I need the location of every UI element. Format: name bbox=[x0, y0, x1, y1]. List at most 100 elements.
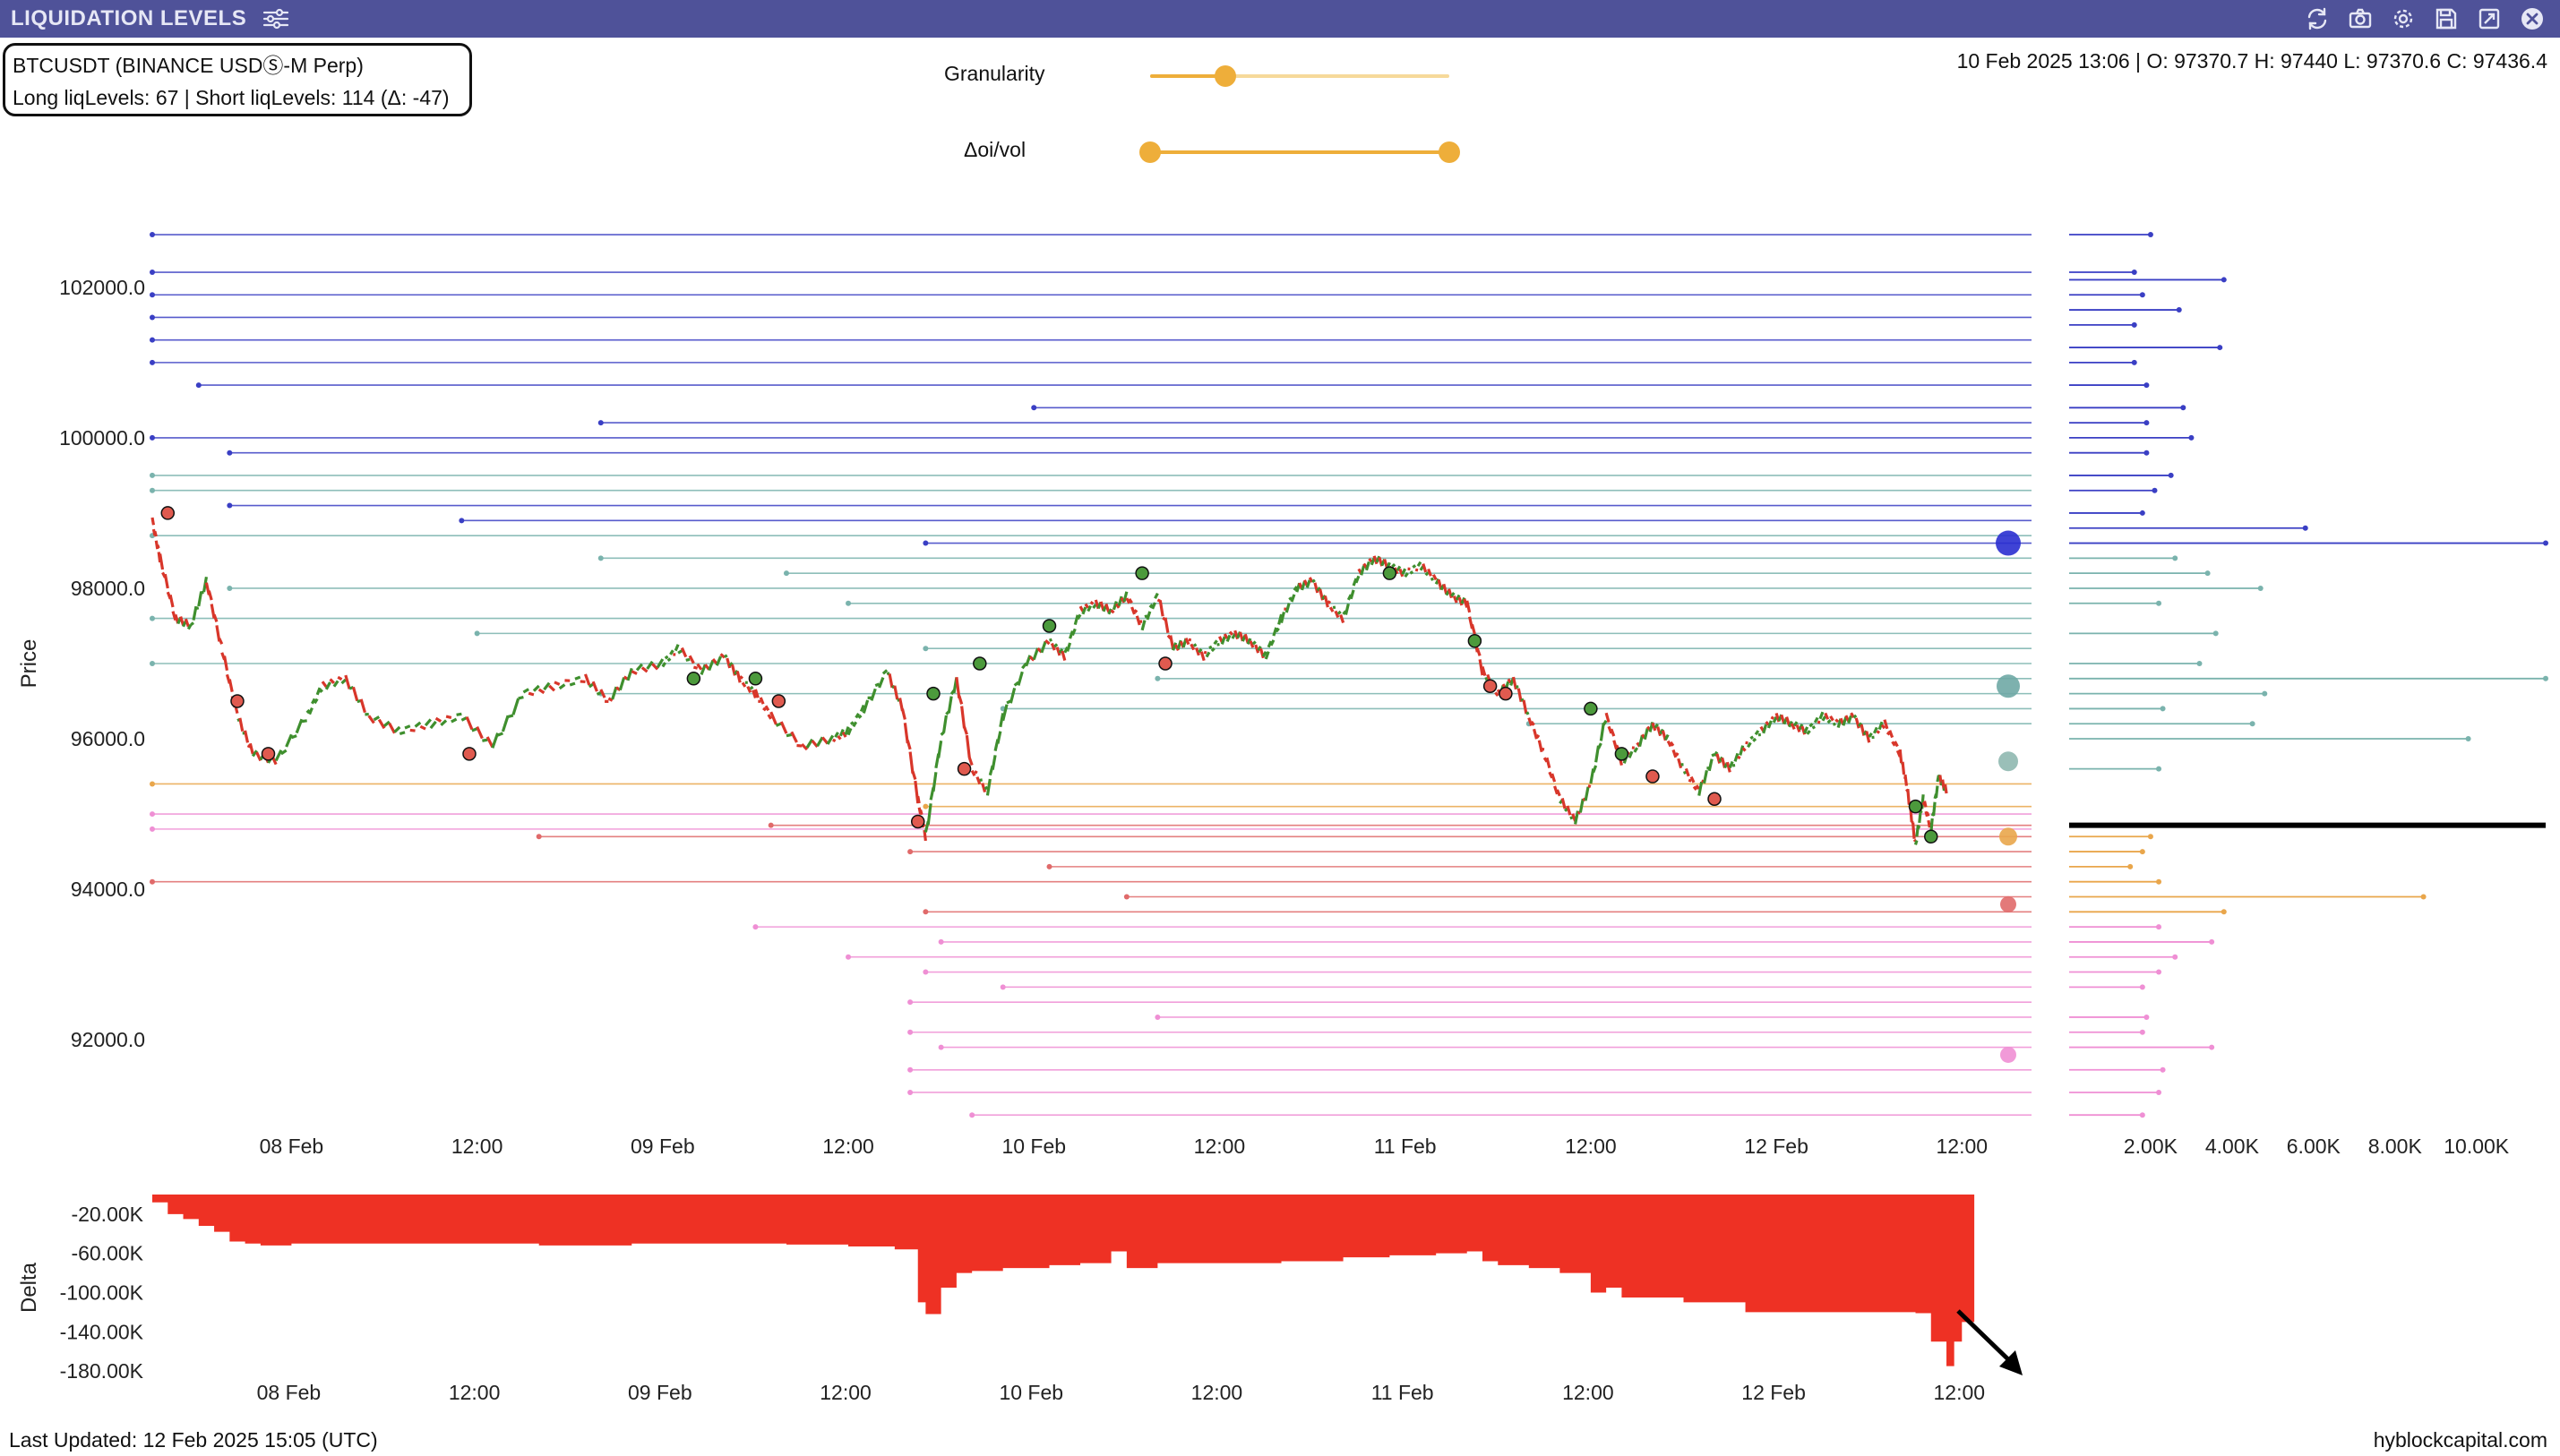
price-candle bbox=[1633, 747, 1639, 753]
price-candle bbox=[1210, 647, 1216, 653]
x-tick-label: 12:00 bbox=[822, 1135, 874, 1158]
granularity-slider-thumb[interactable] bbox=[1214, 65, 1236, 87]
profile-bar-end bbox=[2160, 1066, 2166, 1073]
price-candle bbox=[1587, 784, 1592, 789]
price-candle bbox=[767, 714, 773, 720]
granularity-slider[interactable] bbox=[1150, 63, 1449, 90]
filter-settings-icon[interactable] bbox=[262, 8, 289, 30]
price-candle bbox=[591, 681, 598, 692]
gear-icon[interactable] bbox=[2388, 4, 2418, 34]
price-candle bbox=[1205, 651, 1211, 658]
price-candle bbox=[1360, 565, 1366, 576]
oi-vol-slider-thumb-min[interactable] bbox=[1139, 141, 1161, 163]
price-candle bbox=[1818, 711, 1825, 720]
price-candle bbox=[1267, 640, 1273, 648]
price-candle bbox=[1284, 603, 1291, 613]
price-candle bbox=[1308, 577, 1314, 583]
price-candle bbox=[862, 699, 870, 714]
camera-icon[interactable] bbox=[2345, 4, 2375, 34]
liq-level-start-dot bbox=[150, 487, 155, 493]
price-candle bbox=[367, 715, 375, 724]
price-candle bbox=[153, 530, 158, 537]
y-tick-label: 92000.0 bbox=[71, 1028, 145, 1051]
x-tick-label: 09 Feb bbox=[631, 1135, 695, 1158]
profile-bar-end bbox=[2139, 849, 2145, 855]
price-candle bbox=[1076, 613, 1082, 621]
price-candle bbox=[762, 707, 767, 712]
price-candle bbox=[1481, 666, 1487, 677]
price-candle bbox=[1803, 726, 1809, 734]
price-candle bbox=[1032, 647, 1040, 660]
price-candle bbox=[1584, 786, 1590, 801]
price-candle bbox=[337, 675, 343, 681]
price-candle bbox=[1834, 718, 1840, 724]
profile-bar-end bbox=[2127, 863, 2134, 869]
price-candle bbox=[1277, 613, 1284, 625]
title-bar: LIQUIDATION LEVELS bbox=[0, 0, 2560, 38]
price-candle bbox=[1391, 562, 1396, 569]
price-candle bbox=[1412, 564, 1417, 569]
price-candle bbox=[837, 734, 842, 741]
price-candle bbox=[611, 686, 618, 700]
price-candle bbox=[1073, 614, 1079, 626]
price-candle bbox=[1800, 725, 1807, 735]
price-candle bbox=[522, 688, 529, 694]
price-candle bbox=[1128, 598, 1133, 604]
fullscreen-icon[interactable] bbox=[2474, 4, 2504, 34]
price-candle bbox=[841, 732, 847, 738]
price-candle bbox=[1452, 595, 1458, 604]
price-candle bbox=[159, 553, 165, 570]
price-candle bbox=[1192, 643, 1198, 647]
price-candle bbox=[1876, 730, 1881, 734]
price-candle bbox=[1811, 725, 1816, 730]
price-candle bbox=[1040, 640, 1047, 654]
price-candle bbox=[1507, 678, 1512, 684]
refresh-icon[interactable] bbox=[2302, 4, 2332, 34]
price-candle bbox=[1398, 568, 1405, 578]
last-updated: Last Updated: 12 Feb 2025 15:05 (UTC) bbox=[9, 1428, 378, 1452]
brand-link[interactable]: hyblockcapital.com bbox=[2373, 1428, 2547, 1452]
price-candle bbox=[451, 717, 458, 724]
short-liq-marker bbox=[1924, 829, 1938, 844]
price-candle bbox=[1352, 578, 1358, 587]
oi-vol-slider-thumb-max[interactable] bbox=[1439, 141, 1460, 163]
close-icon[interactable] bbox=[2517, 4, 2547, 34]
price-candle bbox=[1190, 643, 1196, 651]
profile-bar-end bbox=[2143, 382, 2150, 389]
delta-x-tick: 12:00 bbox=[1562, 1381, 1614, 1404]
oi-vol-range-slider[interactable] bbox=[1139, 139, 1460, 166]
price-candle bbox=[1669, 741, 1675, 747]
liq-level-start-dot bbox=[938, 1044, 944, 1050]
price-candle bbox=[1808, 723, 1814, 728]
price-candle bbox=[1817, 720, 1821, 724]
price-candle bbox=[340, 678, 347, 685]
price-candle bbox=[958, 695, 964, 705]
long-liq-marker bbox=[1482, 679, 1498, 693]
price-candle bbox=[1213, 639, 1218, 646]
level-bubble bbox=[1997, 674, 2020, 698]
price-candle bbox=[646, 660, 654, 670]
price-candle bbox=[1555, 789, 1561, 797]
price-candle bbox=[1199, 651, 1206, 662]
profile-bar-end bbox=[2180, 405, 2186, 411]
liquidation-chart[interactable]: 102000.0 100000.0 98000.0 96000.0 94000.0 920… bbox=[0, 0, 2560, 1415]
price-candle bbox=[940, 731, 945, 736]
price-candle bbox=[1868, 732, 1873, 738]
liq-level-start-dot bbox=[768, 822, 774, 828]
price-candle bbox=[1339, 614, 1345, 624]
price-candle bbox=[1671, 749, 1678, 758]
profile-bar-end bbox=[2302, 525, 2308, 531]
price-candle bbox=[1754, 730, 1760, 736]
price-candle bbox=[1133, 609, 1138, 613]
price-candle bbox=[1766, 720, 1773, 729]
price-candle bbox=[511, 698, 520, 715]
delta-y-tick: -60.00K bbox=[71, 1242, 143, 1265]
price-candle bbox=[1656, 726, 1662, 737]
price-candle bbox=[937, 741, 943, 758]
save-icon[interactable] bbox=[2431, 4, 2461, 34]
price-candle bbox=[1203, 650, 1207, 655]
profile-bar-end bbox=[2156, 969, 2162, 975]
price-candle bbox=[1049, 638, 1052, 642]
liq-level-start-dot bbox=[150, 661, 155, 666]
price-candle bbox=[1651, 722, 1657, 732]
